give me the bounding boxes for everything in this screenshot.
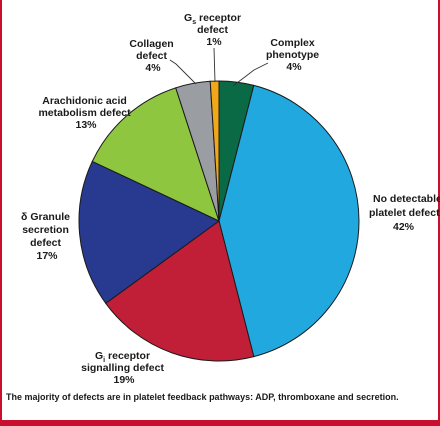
pie-slice-gi [105, 220, 255, 362]
slice-label-complex: Complex phenotype 4% [266, 37, 322, 73]
leader-line-collagen [169, 59, 197, 85]
bottom-rule [0, 420, 440, 426]
leader-lines [169, 47, 269, 87]
leader-line-gs [213, 47, 216, 83]
slice-label-gs-receptor: Gs receptor defect 1% [184, 12, 244, 48]
slice-label-no-detectable: No detectable platelet defect 42% [369, 193, 440, 233]
slice-label-gi-receptor: Gi receptor signalling defect 19% [81, 350, 167, 386]
pie-slices [78, 80, 360, 362]
pie-slice-arachidonic [91, 87, 220, 222]
figure-caption: The majority of defects are in platelet … [6, 392, 399, 402]
slice-label-arachidonic: Arachidonic acid metabolism defect 13% [38, 95, 133, 131]
slice-label-d-granule: δ Granule secretion defect 17% [21, 211, 73, 262]
pie-slice-dgranule [78, 160, 220, 304]
pie-slice-nodetect [218, 84, 360, 358]
slice-label-collagen: Collagen defect 4% [129, 38, 176, 74]
leader-line-complex [232, 62, 269, 87]
